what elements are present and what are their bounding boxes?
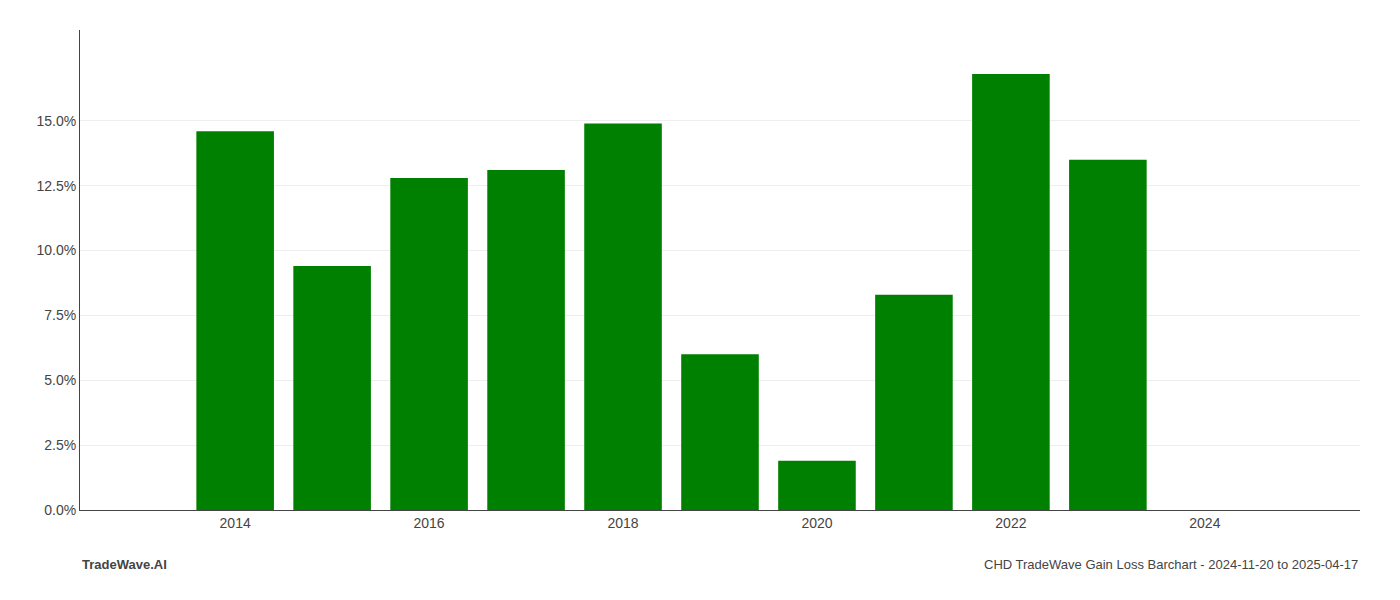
svg-text:2020: 2020 [801, 515, 832, 531]
svg-text:2018: 2018 [607, 515, 638, 531]
svg-text:10.0%: 10.0% [36, 242, 76, 258]
svg-text:TradeWave.AI: TradeWave.AI [82, 557, 167, 572]
svg-text:15.0%: 15.0% [36, 113, 76, 129]
svg-text:2024: 2024 [1189, 515, 1220, 531]
svg-text:12.5%: 12.5% [36, 178, 76, 194]
svg-text:7.5%: 7.5% [44, 307, 76, 323]
svg-text:CHD TradeWave Gain Loss Barcha: CHD TradeWave Gain Loss Barchart - 2024-… [984, 557, 1358, 572]
svg-text:2022: 2022 [995, 515, 1026, 531]
svg-text:0.0%: 0.0% [44, 502, 76, 518]
svg-text:2014: 2014 [220, 515, 251, 531]
svg-text:2.5%: 2.5% [44, 437, 76, 453]
svg-text:5.0%: 5.0% [44, 372, 76, 388]
svg-text:2016: 2016 [414, 515, 445, 531]
